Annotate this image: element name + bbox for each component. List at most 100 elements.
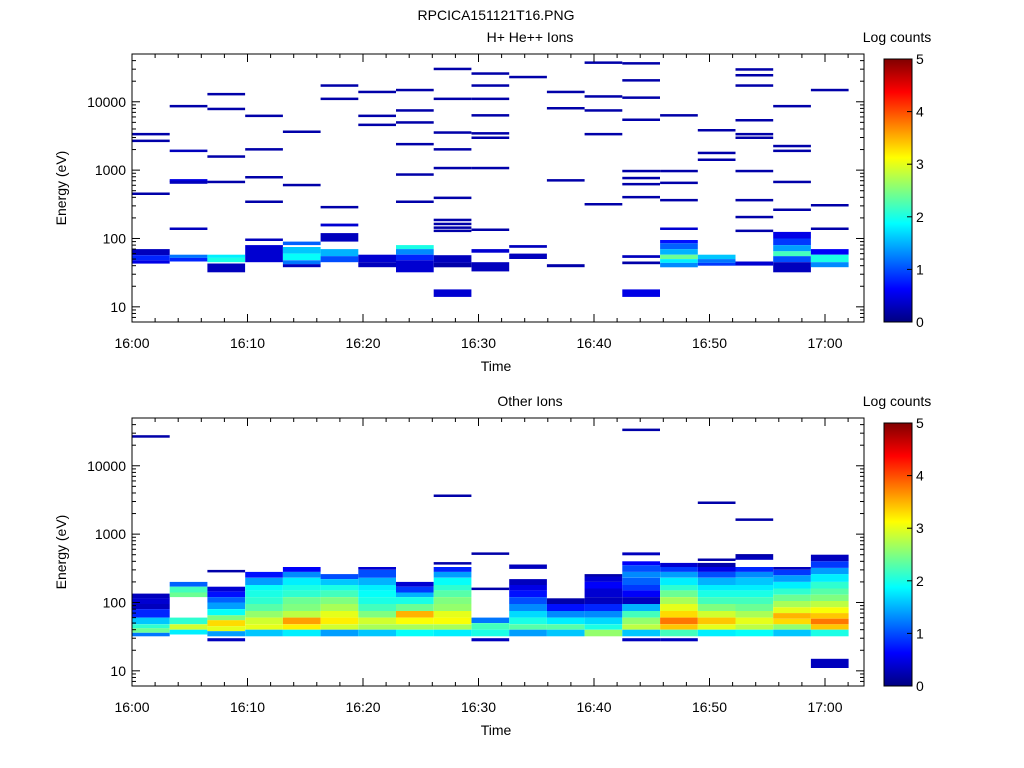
heatmap-cell — [433, 567, 472, 572]
heatmap-cell — [810, 588, 849, 595]
heatmap-cell — [396, 173, 434, 176]
y-tick-label: 10000 — [87, 458, 126, 474]
heatmap-cell — [245, 629, 283, 637]
heatmap-cell — [697, 585, 736, 591]
colorbar-tick-label: 3 — [916, 520, 924, 536]
heatmap-cell — [245, 571, 283, 578]
heatmap-cell — [358, 590, 396, 597]
colorbar-tick-label: 0 — [916, 314, 924, 330]
heatmap-cell — [773, 104, 811, 108]
heatmap-cell — [697, 567, 736, 572]
heatmap-cell — [546, 617, 585, 625]
heatmap-cell — [509, 75, 547, 79]
heatmap-cell — [735, 611, 774, 618]
heatmap-cell — [810, 262, 849, 268]
heatmap-cell — [773, 567, 811, 570]
heatmap-cell — [358, 262, 396, 268]
heatmap-cell — [622, 611, 660, 618]
heatmap-cell — [245, 585, 283, 591]
heatmap-cell — [622, 182, 660, 186]
heatmap-cell — [622, 604, 660, 611]
heatmap-cell — [282, 585, 321, 591]
heatmap-cell — [282, 253, 321, 261]
heatmap-cell — [660, 249, 698, 255]
heatmap-cell — [433, 148, 472, 151]
heatmap-cell — [207, 631, 246, 637]
heatmap-cell — [735, 567, 774, 572]
heatmap-cell — [735, 571, 774, 578]
heatmap-cell — [471, 262, 510, 272]
heatmap-cell — [773, 607, 811, 614]
heatmap-cell — [509, 253, 547, 259]
heatmap-cell — [282, 611, 321, 618]
heatmap-cell — [622, 118, 660, 121]
heatmap-cell — [207, 586, 246, 592]
heatmap-cell — [320, 574, 359, 580]
heatmap-cell — [396, 604, 434, 611]
heatmap-cell — [207, 620, 246, 627]
heatmap-cell — [358, 604, 396, 611]
heatmap-cell — [471, 166, 510, 170]
heatmap-cell — [433, 262, 472, 268]
y-axis-label: Energy (eV) — [53, 151, 69, 226]
heatmap-cell — [282, 247, 321, 254]
heatmap-cell — [207, 180, 246, 184]
heatmap-cell — [320, 604, 359, 611]
heatmap-cell — [433, 67, 472, 71]
heatmap-cell — [207, 257, 246, 263]
x-tick-label: 16:10 — [230, 699, 265, 715]
heatmap-cell — [320, 629, 359, 637]
heatmap-cell — [509, 629, 547, 637]
heatmap-cell — [622, 552, 660, 556]
heatmap-cell — [396, 581, 434, 587]
heatmap-cell — [282, 264, 321, 268]
heatmap-cell — [433, 571, 472, 578]
heatmap-cell — [660, 181, 698, 185]
heatmap-cell — [320, 233, 359, 242]
heatmap-cell — [169, 254, 208, 258]
heatmap-cell — [358, 567, 396, 570]
heatmap-cells — [132, 428, 849, 668]
heatmap-cell — [245, 114, 283, 118]
heatmap-cell — [773, 613, 811, 619]
heatmap-cell — [132, 593, 170, 599]
heatmap-cell — [735, 132, 774, 136]
heatmap-cell — [810, 88, 849, 92]
heatmap-cell — [282, 183, 321, 187]
heatmap-cell — [132, 435, 170, 438]
colorbar-tick-label: 0 — [916, 678, 924, 694]
heatmap-cell — [471, 84, 510, 87]
heatmap-cell — [546, 598, 585, 604]
heatmap-cell — [735, 261, 774, 266]
heatmap-cell — [509, 624, 547, 630]
y-tick-label: 100 — [103, 594, 127, 610]
heatmap-cell — [471, 114, 510, 117]
heatmap-cell — [509, 604, 547, 611]
heatmap-cell — [169, 586, 208, 593]
heatmap-cell — [509, 564, 547, 569]
heatmap-cell — [735, 590, 774, 597]
heatmap-cell — [584, 597, 623, 604]
heatmap-cell — [509, 585, 547, 591]
heatmap-cell — [433, 222, 472, 226]
heatmap-cell — [735, 84, 774, 87]
heatmap-cell — [584, 588, 623, 597]
heatmap-cell — [245, 577, 283, 586]
heatmap-cell — [773, 180, 811, 184]
heatmap-cell — [433, 255, 472, 263]
heatmap-cell — [207, 591, 246, 598]
heatmap-cell — [509, 597, 547, 604]
heatmap-cell — [584, 574, 623, 577]
heatmap-cell — [433, 629, 472, 637]
heatmap-cell — [584, 576, 623, 582]
heatmap-cell — [396, 624, 434, 630]
colorbar: 0 1 2 3 4 5 Log counts — [863, 29, 932, 330]
heatmap-cell — [282, 604, 321, 611]
colorbar-label: Log counts — [863, 29, 932, 45]
heatmap-cell — [773, 144, 811, 148]
heatmap-cell — [660, 567, 698, 572]
heatmap-cell — [358, 611, 396, 618]
heatmap-cell — [622, 169, 660, 173]
heatmap-cell — [396, 88, 434, 92]
